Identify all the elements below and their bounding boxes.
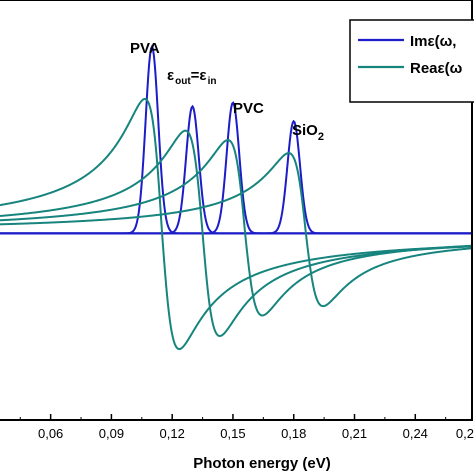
x-tick-label: 0,12 [160, 426, 185, 441]
peak-label-pvc: PVC [233, 100, 264, 117]
x-tick-label: 0,18 [281, 426, 306, 441]
series-group [0, 44, 473, 351]
x-axis: 0,06 0,09 0,12 0,15 0,18 0,21 0,24 0,2 [19, 414, 474, 441]
im-curve-2 [0, 101, 472, 235]
plot-frame [0, 0, 473, 421]
re-curve-6 [0, 139, 473, 317]
peak-label-eps: εout=εin [167, 67, 216, 87]
legend: Imε(ω, Reaε(ω [349, 19, 474, 103]
x-tick-label: 0,24 [403, 426, 428, 441]
legend-label-im: Imε(ω, [410, 33, 456, 50]
x-tick-label: 0,06 [38, 426, 63, 441]
peak-label-pva: PVA [130, 40, 160, 57]
legend-label-re: Reaε(ω [410, 60, 463, 77]
x-tick-label: 0,21 [342, 426, 367, 441]
peak-label-sio2: SiO2 [292, 122, 324, 143]
im-curve-3 [0, 119, 472, 235]
x-tick-label: 0,09 [99, 426, 124, 441]
x-tick-label: 0,2 [456, 426, 474, 441]
legend-box [349, 19, 474, 103]
x-tick-label: 0,15 [220, 426, 245, 441]
x-axis-title: Photon energy (eV) [193, 455, 331, 472]
re-curve-4 [0, 97, 473, 351]
re-curve-7 [0, 152, 473, 308]
